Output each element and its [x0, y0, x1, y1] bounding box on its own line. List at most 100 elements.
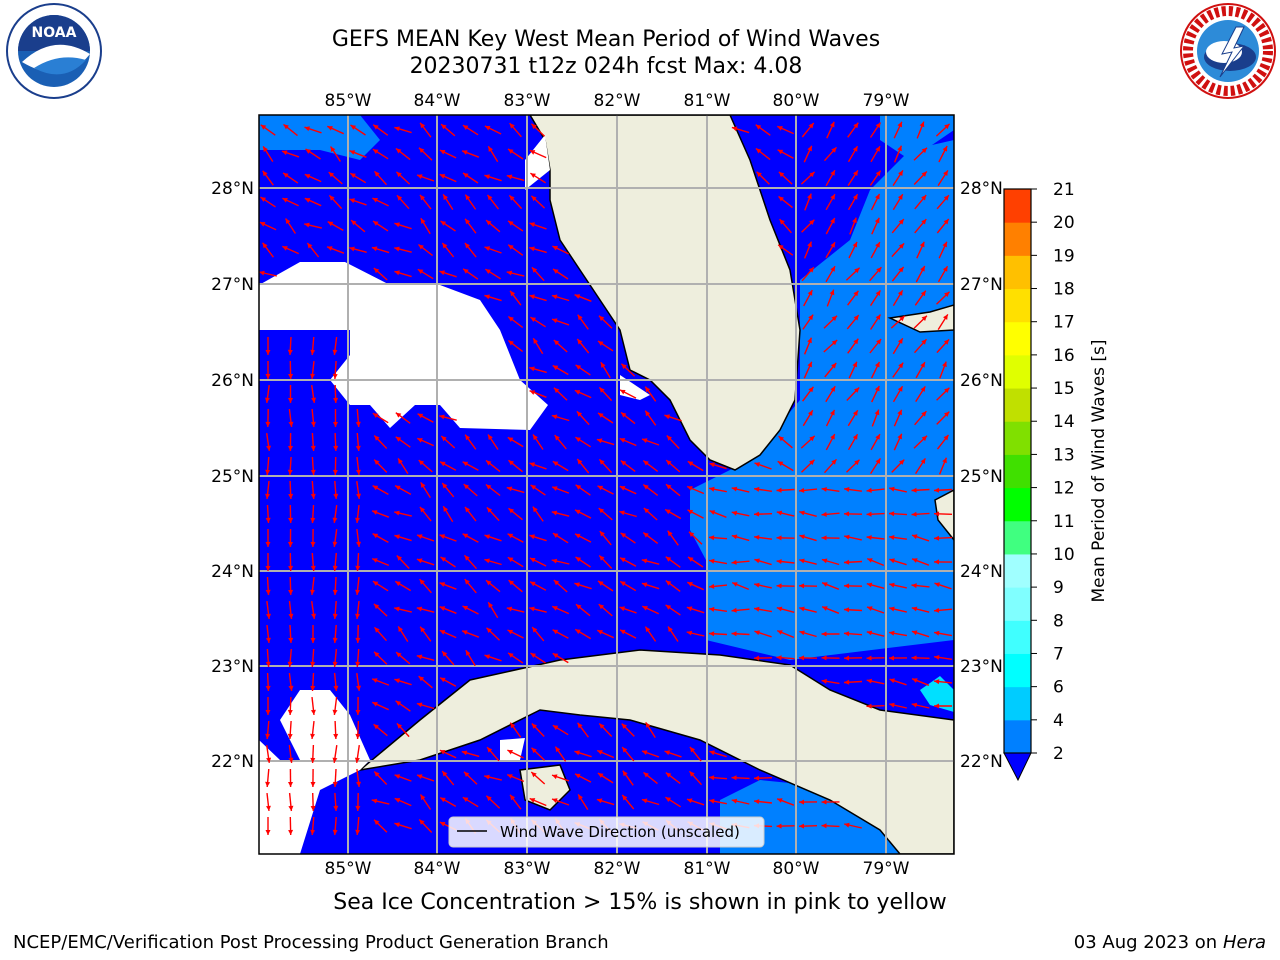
wave-direction-arrowhead [417, 438, 423, 443]
colorbar-segment [1004, 354, 1031, 389]
wave-direction-arrowhead [799, 823, 805, 829]
wave-direction-arrowhead [889, 486, 895, 492]
wave-direction-arrowhead [687, 798, 693, 804]
wave-direction-arrowhead [287, 661, 293, 667]
wave-direction-arrowhead [530, 317, 536, 322]
wave-direction-arrowhead [465, 650, 471, 656]
wave-direction-arrowhead [531, 723, 537, 729]
wave-direction-arrowhead [486, 580, 492, 586]
wave-direction-arrowhead [439, 822, 446, 827]
wave-direction-arrowhead [311, 397, 316, 403]
map-area [259, 115, 954, 854]
wave-direction-arrowhead [934, 535, 940, 541]
wave-direction-arrowhead [262, 242, 268, 249]
wave-direction-arrowhead [555, 746, 561, 753]
wave-direction-arrowhead [551, 294, 558, 300]
wave-direction-arrowhead [754, 799, 760, 804]
wave-direction-arrowhead [507, 437, 514, 443]
wave-direction-arrowhead [417, 269, 424, 274]
wave-direction-arrowhead [265, 421, 271, 427]
wave-direction-arrowhead [310, 517, 316, 523]
footer-date: 03 Aug 2023 on Hera [1074, 932, 1266, 953]
wave-direction-arrowhead [809, 435, 815, 442]
wave-direction-arrowhead [921, 339, 927, 345]
wave-direction-arrowhead [349, 150, 356, 155]
wave-direction-arrowhead [755, 124, 762, 130]
wave-direction-arrowhead [484, 174, 490, 180]
wave-direction-arrowhead [599, 723, 605, 729]
wave-direction-arrowhead [394, 822, 400, 828]
mask-region-yucatan [259, 830, 280, 854]
wave-direction-arrowhead [852, 217, 857, 224]
wave-direction-arrowhead [799, 534, 805, 540]
wave-direction-arrowhead [372, 558, 378, 563]
wave-direction-arrowhead [310, 421, 316, 427]
wave-direction-arrowhead [552, 533, 559, 538]
wave-direction-arrowhead [288, 421, 294, 427]
wave-direction-arrowhead [665, 772, 672, 778]
wave-direction-arrowhead [395, 148, 402, 154]
wave-direction-arrowhead [911, 606, 918, 612]
wave-direction-arrowhead [333, 805, 339, 811]
wave-direction-arrowhead [462, 606, 468, 611]
wave-direction-arrowhead [852, 146, 858, 152]
colorbar-tick-label: 10 [1053, 545, 1075, 565]
wave-direction-arrowhead [852, 242, 857, 248]
wave-direction-arrowhead [462, 533, 469, 539]
wave-direction-arrowhead [332, 781, 338, 787]
wave-direction-arrowhead [942, 361, 947, 368]
wave-direction-arrowhead [667, 530, 673, 537]
wave-direction-arrowhead [889, 702, 895, 708]
wave-direction-arrowhead [844, 559, 850, 565]
colorbar-tick-label: 19 [1053, 246, 1075, 266]
wave-direction-arrowhead [831, 147, 837, 153]
wave-direction-arrowhead [394, 126, 400, 132]
legend-label: Wind Wave Direction (unscaled) [500, 823, 740, 841]
wave-direction-arrowhead [898, 170, 903, 176]
wave-direction-arrowhead [643, 772, 649, 778]
wave-direction-arrowhead [530, 653, 536, 658]
colorbar-segment [1004, 388, 1031, 422]
lon-labels-bottom: 85°W 84°W 83°W 82°W 81°W 80°W 79°W [325, 859, 910, 879]
wave-direction-arrowhead [508, 244, 514, 250]
wave-direction-arrowhead [356, 781, 361, 787]
wave-direction-arrowhead [620, 460, 627, 466]
chart-title-line1: GEFS MEAN Key West Mean Period of Wind W… [331, 27, 881, 52]
wave-direction-arrowhead [821, 655, 827, 661]
wave-direction-arrowhead [263, 146, 268, 152]
wave-direction-arrowhead [462, 630, 468, 635]
wave-direction-arrowhead [439, 270, 445, 276]
wave-direction-arrowhead [776, 655, 782, 661]
wave-direction-arrowhead [776, 559, 782, 564]
lon-label-top: 81°W [684, 91, 731, 111]
wave-direction-arrowhead [621, 412, 627, 418]
wave-direction-arrowhead [807, 145, 812, 152]
land-cuba [357, 649, 954, 854]
wave-direction-arrowhead [355, 805, 361, 811]
wave-direction-arrowhead [643, 460, 649, 466]
colorbar-segment [1004, 719, 1031, 754]
wave-direction-arrowhead [310, 685, 316, 691]
wave-direction-arrowhead [919, 241, 925, 248]
wave-direction-arrowhead [282, 246, 288, 251]
wave-direction-arrowhead [934, 630, 940, 636]
wave-direction-arrowhead [754, 511, 760, 517]
wave-direction-arrowhead [944, 387, 950, 393]
wave-direction-arrowhead [809, 219, 815, 225]
wave-direction-arrowhead [506, 486, 513, 492]
wave-direction-arrowhead [934, 655, 940, 660]
colorbar-tick-label: 12 [1053, 479, 1075, 499]
wave-direction-arrowhead [551, 510, 558, 516]
mask-region-sw [259, 690, 370, 854]
wave-direction-arrowhead [921, 171, 927, 177]
wave-direction-arrowhead [844, 583, 850, 589]
wave-direction-arrowhead [854, 387, 860, 393]
wave-direction-arrowhead [551, 558, 558, 564]
wave-direction-arrowhead [778, 196, 784, 202]
wave-direction-arrowhead [821, 558, 828, 564]
wave-direction-arrowhead [356, 685, 361, 691]
wave-direction-arrowhead [310, 493, 316, 499]
wave-direction-arrowhead [731, 775, 737, 781]
wave-direction-arrowhead [266, 445, 271, 451]
wave-direction-arrowhead [529, 222, 535, 228]
